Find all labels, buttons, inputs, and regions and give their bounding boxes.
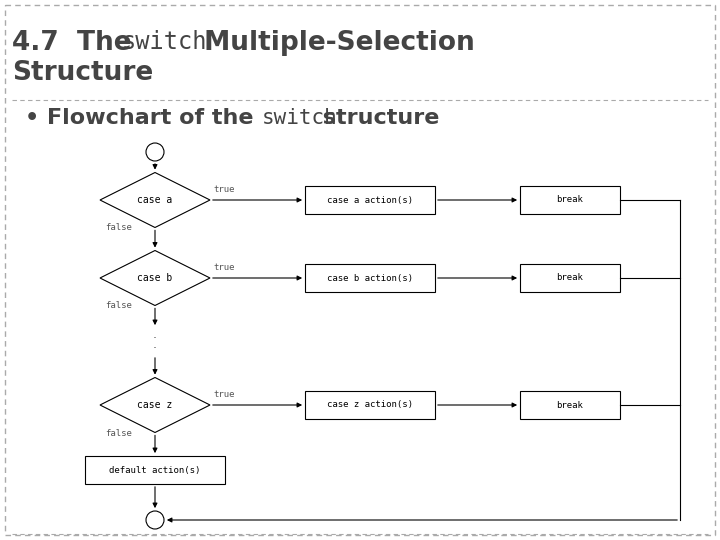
- Circle shape: [146, 143, 164, 161]
- Bar: [305, 264, 435, 292]
- Text: true: true: [213, 390, 235, 399]
- Polygon shape: [100, 172, 210, 227]
- Text: true: true: [213, 185, 235, 194]
- Text: case z action(s): case z action(s): [327, 401, 413, 409]
- Bar: [520, 264, 620, 292]
- Text: structure: structure: [315, 108, 439, 128]
- Circle shape: [146, 511, 164, 529]
- Text: break: break: [557, 273, 583, 282]
- Bar: [85, 456, 225, 484]
- Text: 4.7  The: 4.7 The: [12, 30, 140, 56]
- Text: switch: switch: [122, 30, 207, 54]
- Text: break: break: [557, 195, 583, 205]
- Text: case a: case a: [138, 195, 173, 205]
- Text: false: false: [105, 301, 132, 310]
- Text: Multiple-Selection: Multiple-Selection: [195, 30, 474, 56]
- Text: false: false: [105, 224, 132, 233]
- Bar: [305, 186, 435, 214]
- Text: switch: switch: [262, 108, 338, 128]
- Bar: [520, 186, 620, 214]
- Text: case a action(s): case a action(s): [327, 195, 413, 205]
- Bar: [520, 391, 620, 419]
- Text: default action(s): default action(s): [109, 465, 201, 475]
- Text: false: false: [105, 429, 132, 437]
- Text: .: .: [153, 339, 157, 352]
- Text: Structure: Structure: [12, 60, 153, 86]
- Text: case b: case b: [138, 273, 173, 283]
- Polygon shape: [100, 251, 210, 306]
- Text: .: .: [153, 328, 157, 341]
- Text: break: break: [557, 401, 583, 409]
- Text: case b action(s): case b action(s): [327, 273, 413, 282]
- Polygon shape: [100, 377, 210, 433]
- Text: • Flowchart of the: • Flowchart of the: [25, 108, 261, 128]
- Text: true: true: [213, 263, 235, 272]
- Text: case z: case z: [138, 400, 173, 410]
- Bar: [305, 391, 435, 419]
